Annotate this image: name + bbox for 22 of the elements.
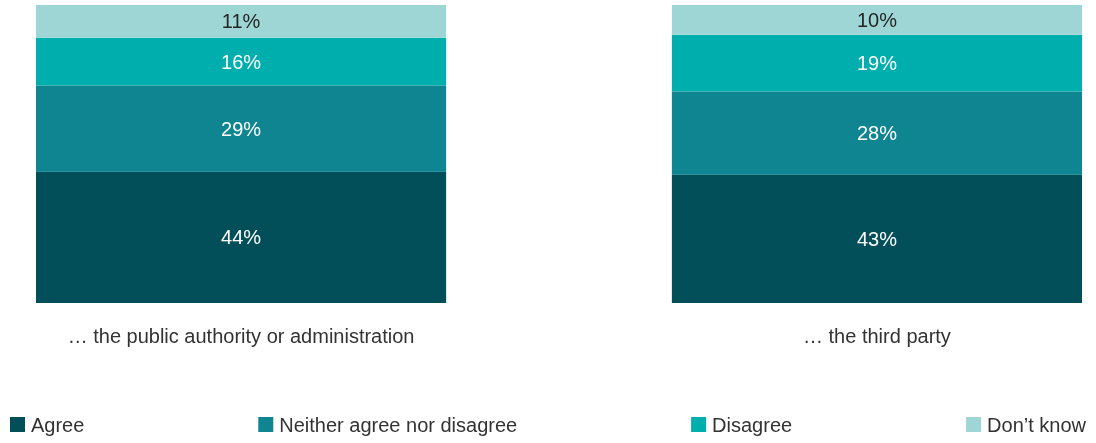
data-label: 10%	[856, 8, 898, 31]
data-label: 29%	[221, 117, 262, 140]
data-label: 43%	[856, 227, 898, 250]
bar	[671, 174, 1082, 303]
data-label: 16%	[221, 50, 262, 73]
x-tick-label: … the third party	[803, 325, 951, 347]
data-label: 28%	[856, 122, 898, 145]
bar	[36, 5, 447, 38]
bar	[671, 91, 1082, 175]
bar	[36, 85, 447, 172]
bar	[36, 171, 447, 303]
bar	[36, 37, 447, 86]
legend-label: Disagree	[712, 414, 793, 436]
legend-label: Don’t know	[987, 414, 1087, 436]
bar	[671, 5, 1082, 35]
data-label: 19%	[856, 52, 898, 75]
x-tick-label: … the public authority or administration	[67, 325, 415, 347]
legend-label: Agree	[31, 414, 85, 436]
data-label: 44%	[221, 226, 262, 249]
legend-label: Neither agree nor disagree	[279, 414, 518, 436]
bar	[671, 34, 1082, 92]
data-label: 11%	[221, 10, 261, 33]
